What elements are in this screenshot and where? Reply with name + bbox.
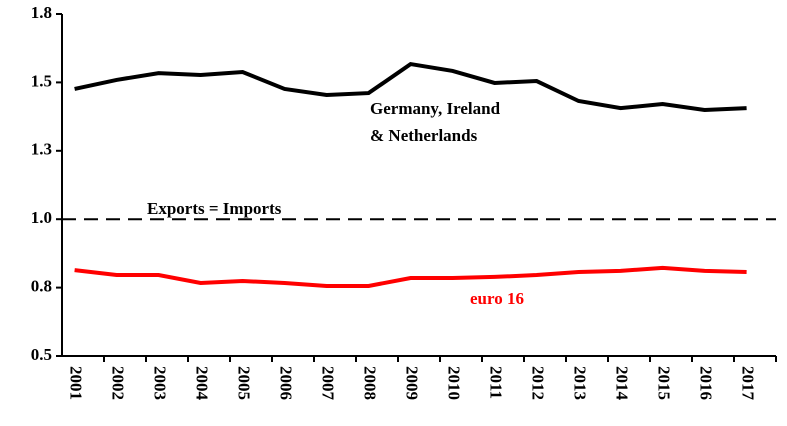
series-line [74,265,747,288]
x-tick-label: 2002 [109,366,128,400]
y-tick-label: 1.0 [31,208,52,227]
x-tick-label: 2005 [235,366,254,400]
x-tick-label: 2011 [487,366,506,399]
x-tick-label: 2008 [361,366,380,400]
y-tick-label: 0.5 [31,345,52,364]
x-tick-label: 2010 [445,366,464,400]
x-tick-label: 2015 [655,366,674,400]
x-tick-label: 2017 [739,366,758,401]
x-tick-label: 2013 [571,366,590,400]
x-tick-label: 2014 [613,366,632,401]
y-tick-label: 1.3 [31,140,52,159]
x-tick-label: 2012 [529,366,548,400]
x-tick-label: 2007 [319,366,338,401]
x-tick-label: 2004 [193,366,212,401]
x-tick-label: 2016 [697,366,716,400]
y-tick-label: 1.5 [31,71,52,90]
y-tick-label: 1.8 [31,3,52,22]
x-tick-label: 2003 [151,366,170,400]
series-line [74,61,747,113]
reference-label: Exports = Imports [147,199,282,218]
series-label: euro 16 [470,289,524,308]
series-label: Germany, Ireland & Netherlands [370,99,501,145]
x-tick-label: 2001 [67,366,86,400]
y-tick-label: 0.8 [31,277,52,296]
x-tick-label: 2009 [403,366,422,400]
x-tick-label: 2006 [277,366,296,400]
